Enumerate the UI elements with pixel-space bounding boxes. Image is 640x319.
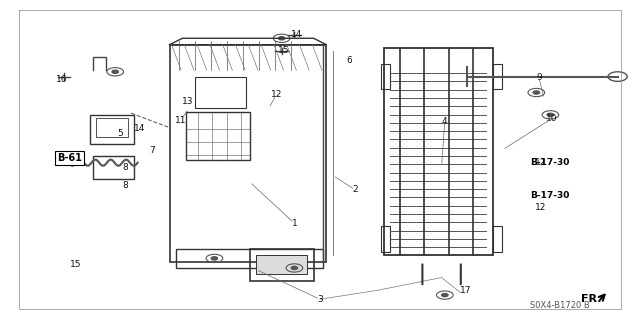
Circle shape: [278, 37, 285, 40]
Text: 14: 14: [134, 124, 145, 133]
Text: S0X4-B1720 B: S0X4-B1720 B: [530, 301, 589, 310]
Circle shape: [442, 293, 448, 297]
Text: 2: 2: [353, 185, 358, 194]
Circle shape: [211, 257, 218, 260]
Text: 15: 15: [278, 46, 289, 55]
Circle shape: [291, 266, 298, 270]
Text: 8: 8: [122, 163, 127, 172]
Text: 16: 16: [56, 75, 68, 84]
Text: B-17-30: B-17-30: [530, 158, 570, 167]
Text: B-17-30: B-17-30: [530, 191, 570, 200]
Bar: [250, 249, 314, 281]
Bar: [493, 226, 502, 252]
Bar: [93, 156, 134, 179]
Text: 1: 1: [292, 219, 297, 228]
Text: 12: 12: [535, 158, 547, 167]
Text: B-61: B-61: [57, 153, 81, 163]
Bar: [90, 115, 134, 144]
Text: 11: 11: [175, 116, 186, 125]
Bar: [256, 255, 307, 274]
Bar: [384, 48, 493, 255]
Text: 17: 17: [460, 286, 471, 295]
Bar: [195, 77, 246, 108]
Text: FR.: FR.: [581, 294, 602, 304]
Text: 6: 6: [346, 56, 351, 65]
Text: 3: 3: [317, 295, 323, 304]
Text: 5: 5: [118, 129, 123, 137]
Text: 15: 15: [70, 260, 81, 269]
Text: 9: 9: [536, 73, 541, 82]
Text: 12: 12: [535, 204, 547, 212]
Bar: [176, 249, 323, 268]
Text: 7: 7: [150, 146, 155, 155]
Text: 4: 4: [442, 117, 447, 126]
Bar: [493, 64, 502, 89]
Text: 14: 14: [291, 30, 302, 39]
Text: 10: 10: [546, 114, 557, 123]
Circle shape: [112, 70, 118, 73]
Circle shape: [533, 91, 540, 94]
Bar: [96, 118, 128, 137]
Circle shape: [547, 113, 554, 116]
Bar: [381, 64, 390, 89]
Text: 13: 13: [182, 97, 193, 106]
Bar: [186, 112, 250, 160]
Text: 12: 12: [271, 90, 282, 99]
Bar: [170, 45, 326, 262]
Bar: [381, 226, 390, 252]
Text: 8: 8: [122, 181, 127, 189]
